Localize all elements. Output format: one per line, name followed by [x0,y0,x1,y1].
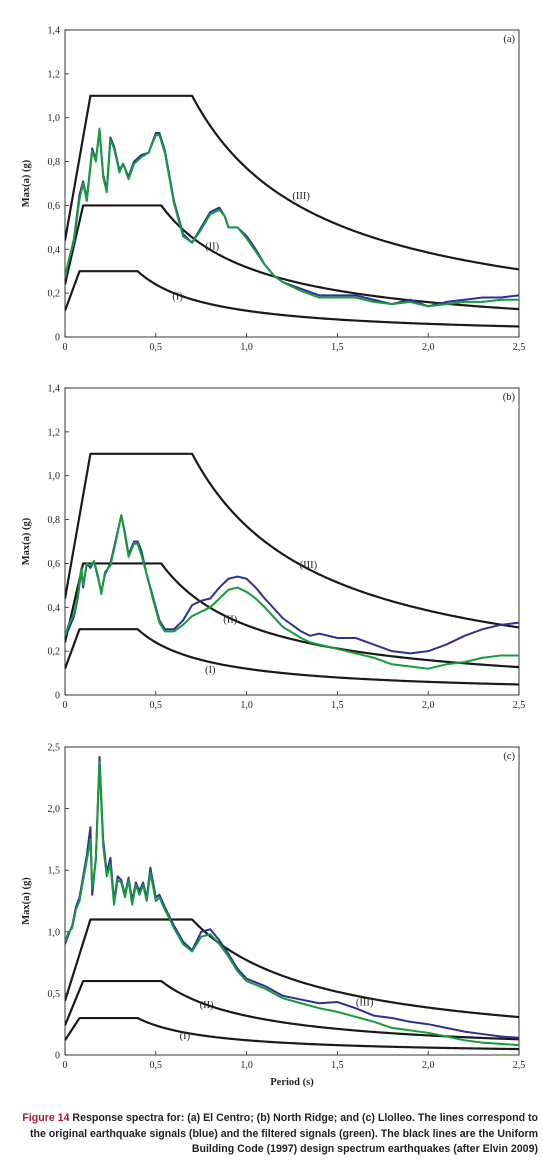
y-tick-label: 0,2 [48,647,61,658]
x-tick-label: 0,5 [150,700,163,711]
x-tick-label: 2,5 [513,700,526,711]
design-spectrum-label-ii: (II) [223,615,237,626]
y-tick-label: 0,5 [48,989,61,1000]
design-spectrum-label-iii: (III) [356,998,374,1009]
design-spectrum-label-i: (I) [180,1031,191,1042]
x-tick-label: 0,5 [150,342,163,353]
caption-text: Response spectra for: (a) El Centro; (b)… [29,1112,538,1155]
y-tick-label: 2,5 [48,743,61,754]
y-tick-label: 0,6 [48,201,61,212]
plot-frame-a [64,29,520,338]
design-spectrum-label-iii: (III) [292,191,310,202]
plot-frame-c [64,746,520,1056]
design-spectrum-i [65,270,519,328]
y-axis-label: Max(a) (g) [21,517,32,565]
design-spectrum-label-i: (I) [205,665,216,676]
x-tick-label: 0,5 [150,1060,163,1071]
x-tick-label: 2,0 [422,342,435,353]
x-tick-label: 1,5 [331,342,344,353]
y-tick-label: 0,8 [48,157,61,168]
y-tick-label: 1,2 [48,427,61,438]
design-spectrum-i [65,628,519,686]
chart-panel-b: 0 0,2 0,4 0,6 0,8 1,0 1,2 1,4 0 0,5 1,0 1,5 2,0 2,5 Ma… [21,384,525,712]
x-tick-label: 1,5 [331,1060,344,1071]
chart-panel-a: 0 0,2 0,4 0,6 0,8 1,0 1,2 1,4 0 0,5 1,0 1,5 2,0 2,5 Ma… [21,26,525,354]
y-tick-label: 1,4 [48,384,61,395]
y-tick-label: 1,2 [48,69,61,80]
plot-frame-b [64,387,520,696]
x-tick-label: 1,0 [240,700,253,711]
y-tick-label: 1,4 [48,26,61,37]
series-line-original [65,129,519,308]
x-tick-label: 2,5 [513,1060,526,1071]
x-axis-label: Period (s) [270,1077,314,1088]
x-tick-label: 2,0 [422,1060,435,1071]
design-spectrum-iii [65,94,519,271]
y-tick-label: 0,8 [48,515,61,526]
design-spectrum-iii [65,452,519,629]
y-tick-label: 1,0 [48,113,61,124]
x-tick-label: 1,5 [331,700,344,711]
series-line-filtered [65,514,519,670]
caption-label: Figure 14 [22,1112,70,1124]
response-spectra-figure: 0 0,2 0,4 0,6 0,8 1,0 1,2 1,4 0 0,5 1,0 1,5 2,0 2,5 Ma… [21,26,525,1089]
series-line-filtered [65,127,519,308]
y-axis-label: Max(a) (g) [21,877,32,925]
y-tick-label: 0,4 [48,603,61,614]
design-spectrum-ii [65,562,519,669]
y-tick-label: 0 [55,1051,60,1062]
y-tick-label: 1,5 [48,866,61,877]
x-tick-label: 1,0 [240,342,253,353]
panel-label: (c) [503,751,515,762]
panel-label: (a) [503,34,515,45]
x-tick-label: 2,0 [422,700,435,711]
figure-caption: Figure 14 Response spectra for: (a) El C… [4,1111,538,1158]
y-tick-label: 0 [55,333,60,344]
design-spectrum-i [65,1016,519,1051]
y-tick-label: 0 [55,691,60,702]
x-tick-label: 0 [63,342,68,353]
design-spectrum-label-i: (I) [172,292,183,303]
x-tick-label: 2,5 [513,342,526,353]
y-tick-label: 2,0 [48,804,61,815]
design-spectrum-iii [65,918,519,1019]
design-spectrum-label-ii: (II) [200,1000,214,1011]
y-tick-label: 0,6 [48,559,61,570]
x-tick-label: 0 [63,700,68,711]
design-spectrum-label-ii: (II) [205,241,219,252]
x-tick-label: 1,0 [240,1060,253,1071]
panel-label: (b) [503,392,516,403]
series-line-filtered [65,760,519,1047]
y-tick-label: 0,4 [48,245,61,256]
chart-panel-c: 0 0,5 1,0 1,5 2,0 2,5 0 0,5 1,0 1,5 2,0 2,5 Max(a) (… [21,743,525,1089]
design-spectrum-label-iii: (III) [300,560,318,571]
y-axis-label: Max(a) (g) [21,159,32,207]
y-tick-label: 1,0 [48,471,61,482]
y-tick-label: 1,0 [48,927,61,938]
y-tick-label: 0,2 [48,289,61,300]
x-tick-label: 0 [63,1060,68,1071]
